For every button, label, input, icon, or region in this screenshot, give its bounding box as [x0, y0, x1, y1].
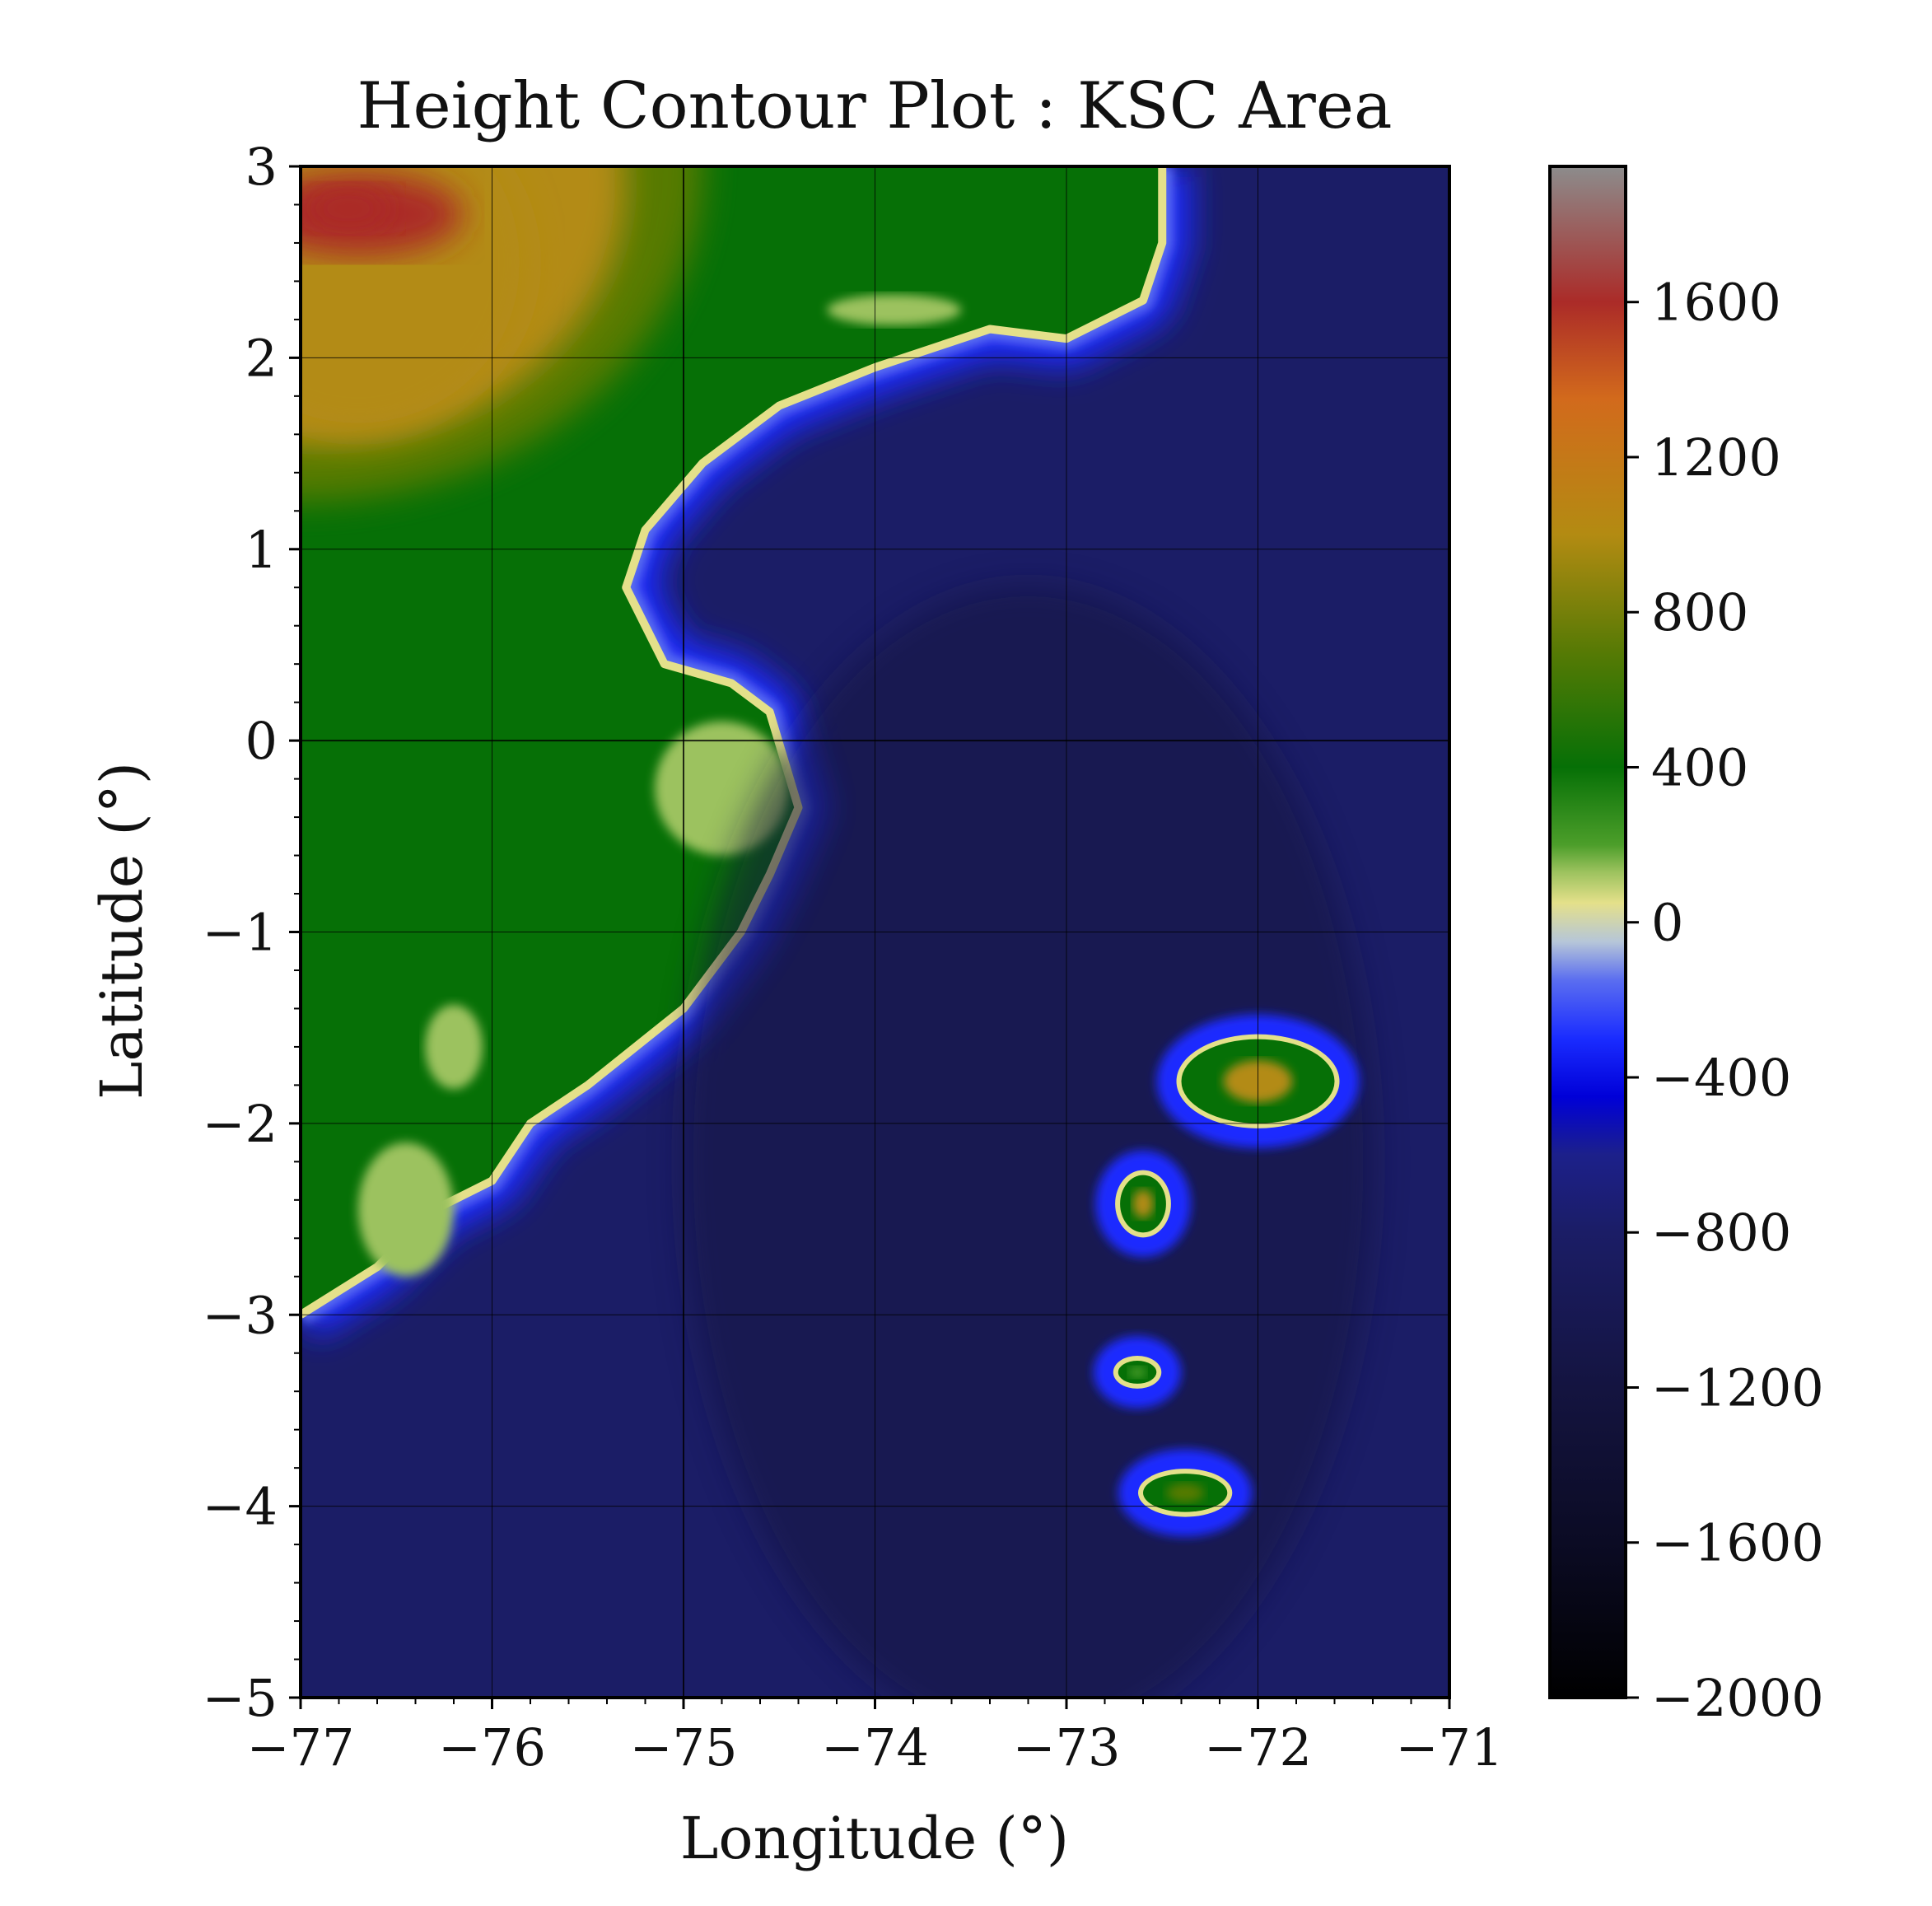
x-tick-label: −72: [1204, 1717, 1312, 1778]
y-tick-label: 1: [245, 520, 278, 580]
colorbar-tick-label: −800: [1651, 1203, 1791, 1263]
y-tick-label: −5: [203, 1668, 278, 1728]
beach-line: [301, 166, 1167, 1319]
y-tick-label: −2: [203, 1094, 278, 1154]
y-axis: −5 −4 −3 −2 −1 0 1 2 3: [203, 137, 301, 1728]
island: [1118, 1449, 1253, 1537]
colorbar-tick-label: 0: [1651, 893, 1683, 953]
colorbar-tick-label: 1600: [1651, 273, 1781, 333]
y-tick-label: 2: [245, 328, 278, 388]
island: [1095, 1150, 1191, 1258]
x-tick-label: −76: [438, 1717, 546, 1778]
colorbar-tick-label: 400: [1651, 737, 1748, 797]
y-tick-label: 3: [245, 137, 278, 197]
y-tick-label: −3: [203, 1285, 278, 1345]
colorbar: −2000 −1600 −1200 −800 −400 0 400 800 1200 1600: [1548, 165, 1824, 1728]
colorbar-tick-label: 1200: [1651, 427, 1781, 488]
lowland-patch: [827, 294, 962, 325]
colorbar-tick-label: 800: [1651, 582, 1748, 642]
x-tick-label: −71: [1396, 1717, 1504, 1778]
x-axis: −77 −76 −75 −74 −73 −72 −71: [247, 1698, 1504, 1778]
chart-title: Height Contour Plot : KSC Area: [357, 69, 1393, 143]
y-axis-label: Latitude (°): [88, 762, 156, 1100]
colorbar-tick-label: −2000: [1651, 1668, 1824, 1728]
colorbar-ticks: −2000 −1600 −1200 −800 −400 0 400 800 1200 1600: [1626, 273, 1824, 1728]
highland-patch: [301, 185, 397, 232]
island-peak: [1128, 1366, 1146, 1378]
x-tick-label: −77: [247, 1717, 355, 1778]
colorbar-frame: [1548, 165, 1627, 1699]
grid-lines: [301, 166, 1449, 1698]
island: [1093, 1336, 1182, 1408]
colorbar-tick-label: −400: [1651, 1048, 1791, 1108]
island-peak: [1166, 1483, 1205, 1502]
colorbar-tick-label: −1600: [1651, 1513, 1824, 1573]
lowland-patch: [357, 1142, 454, 1277]
lowland-patch: [425, 1004, 483, 1090]
deep-basin: [682, 585, 1374, 1698]
y-tick-label: −4: [203, 1477, 278, 1537]
colorbar-fill: [1550, 166, 1626, 1698]
x-axis-label: Longitude (°): [680, 1805, 1069, 1872]
plot-area: [301, 166, 1449, 1698]
x-tick-label: −75: [630, 1717, 738, 1778]
y-tick-label: −1: [203, 903, 278, 963]
x-tick-label: −74: [821, 1717, 929, 1778]
colorbar-tick-label: −1200: [1651, 1357, 1824, 1418]
x-tick-label: −73: [1013, 1717, 1121, 1778]
y-tick-label: 0: [245, 711, 278, 771]
island-peak: [1132, 1189, 1154, 1218]
